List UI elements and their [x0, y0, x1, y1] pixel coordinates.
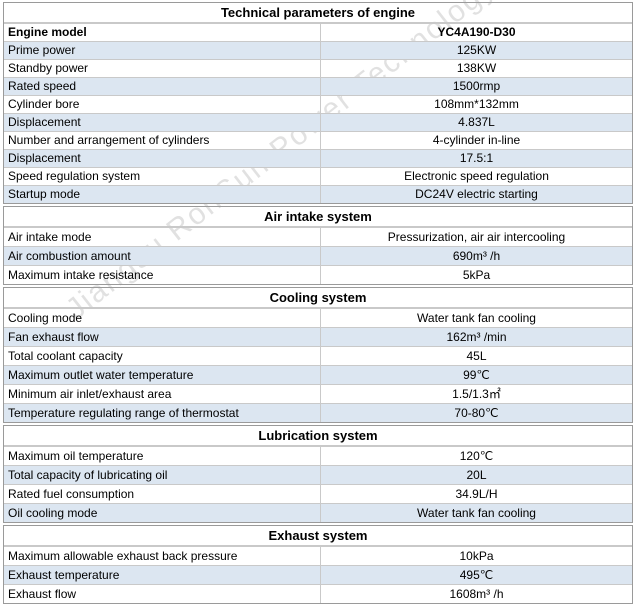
spec-sheet: Technical parameters of engine Engine mo… [3, 2, 633, 606]
table-row: Prime power 125KW [4, 41, 632, 59]
table-row: Maximum intake resistance 5kPa [4, 265, 632, 284]
table-row: Air intake mode Pressurization, air air i… [4, 227, 632, 246]
param-name: Prime power [4, 42, 321, 59]
param-value: DC24V electric starting [415, 187, 538, 201]
air-intake-section-title: Air intake system [4, 207, 632, 227]
param-name: Maximum intake resistance [4, 266, 321, 284]
table-row: Fan exhaust flow 162m³ /min [4, 327, 632, 346]
param-value: 495℃ [459, 568, 494, 582]
param-name: Maximum oil temperature [4, 447, 321, 465]
param-name: Cooling mode [4, 309, 321, 327]
table-row: Exhaust temperature 495℃ [4, 565, 632, 584]
table-row: Standby power 138KW [4, 59, 632, 77]
table-row: Number and arrangement of cylinders 4-cyl… [4, 131, 632, 149]
table-row: Total capacity of lubricating oil 20L [4, 465, 632, 484]
param-value: 4.837L [458, 115, 495, 129]
engine-section: Technical parameters of engine Engine mo… [3, 2, 633, 204]
param-value: Water tank fan cooling [417, 506, 536, 520]
param-value: 162m³ /min [446, 330, 507, 344]
table-row: Rated fuel consumption 34.9L/H [4, 484, 632, 503]
table-row: Displacement 17.5:1 [4, 149, 632, 167]
air-intake-section: Air intake system Air intake mode Pressur… [3, 206, 633, 285]
param-value: 34.9L/H [455, 487, 498, 501]
table-row: Startup mode DC24V electric starting [4, 185, 632, 203]
table-row: Rated speed 1500rmp [4, 77, 632, 95]
param-name: Total coolant capacity [4, 347, 321, 365]
table-row: Cylinder bore 108mm*132mm [4, 95, 632, 113]
param-name: Maximum outlet water temperature [4, 366, 321, 384]
param-value: 108mm*132mm [434, 97, 519, 111]
param-value: 70-80℃ [454, 406, 499, 420]
param-name: Oil cooling mode [4, 504, 321, 522]
param-value: 10kPa [459, 549, 494, 563]
table-row: Air combustion amount 690m³ /h [4, 246, 632, 265]
exhaust-section: Exhaust system Maximum allowable exhaust… [3, 525, 633, 604]
param-name: Speed regulation system [4, 168, 321, 185]
param-value: 17.5:1 [459, 151, 494, 165]
param-name: Minimum air inlet/exhaust area [4, 385, 321, 403]
param-value: 1.5/1.3㎡ [452, 387, 501, 401]
param-value: Electronic speed regulation [404, 169, 549, 183]
param-value: 99℃ [463, 368, 490, 382]
param-value: 4-cylinder in-line [432, 133, 521, 147]
param-name: Displacement [4, 150, 321, 167]
engine-model-value: YC4A190-D30 [437, 25, 516, 39]
table-row: Exhaust flow 1608m³ /h [4, 584, 632, 603]
table-row: Maximum allowable exhaust back pressure 1… [4, 546, 632, 565]
param-value: 120℃ [459, 449, 494, 463]
param-name: Air intake mode [4, 228, 321, 246]
param-name: Air combustion amount [4, 247, 321, 265]
engine-model-row: Engine model YC4A190-D30 [4, 23, 632, 41]
param-name: Total capacity of lubricating oil [4, 466, 321, 484]
param-name: Fan exhaust flow [4, 328, 321, 346]
table-row: Oil cooling mode Water tank fan cooling [4, 503, 632, 522]
engine-section-title: Technical parameters of engine [4, 3, 632, 23]
param-name: Maximum allowable exhaust back pressure [4, 547, 321, 565]
exhaust-section-title: Exhaust system [4, 526, 632, 546]
lubrication-section: Lubrication system Maximum oil temperatu… [3, 425, 633, 523]
lubrication-section-title: Lubrication system [4, 426, 632, 446]
param-name: Displacement [4, 114, 321, 131]
table-row: Displacement 4.837L [4, 113, 632, 131]
param-name: Temperature regulating range of thermost… [4, 404, 321, 422]
param-name: Exhaust temperature [4, 566, 321, 584]
param-value: 1500rmp [452, 79, 501, 93]
param-value: Water tank fan cooling [417, 311, 536, 325]
table-row: Minimum air inlet/exhaust area 1.5/1.3㎡ [4, 384, 632, 403]
engine-model-label: Engine model [4, 24, 321, 41]
param-name: Cylinder bore [4, 96, 321, 113]
param-name: Number and arrangement of cylinders [4, 132, 321, 149]
param-value: 690m³ /h [452, 249, 501, 263]
param-name: Rated speed [4, 78, 321, 95]
param-name: Standby power [4, 60, 321, 77]
param-value: Pressurization, air air intercooling [387, 230, 566, 244]
param-value: 125KW [456, 43, 497, 57]
cooling-section-title: Cooling system [4, 288, 632, 308]
table-row: Maximum outlet water temperature 99℃ [4, 365, 632, 384]
param-value: 45L [466, 349, 487, 363]
param-name: Startup mode [4, 186, 321, 203]
param-value: 20L [466, 468, 487, 482]
table-row: Maximum oil temperature 120℃ [4, 446, 632, 465]
table-row: Speed regulation system Electronic speed … [4, 167, 632, 185]
table-row: Temperature regulating range of thermost… [4, 403, 632, 422]
cooling-section: Cooling system Cooling mode Water tank fa… [3, 287, 633, 423]
param-name: Rated fuel consumption [4, 485, 321, 503]
table-row: Total coolant capacity 45L [4, 346, 632, 365]
param-value: 5kPa [462, 268, 491, 282]
param-value: 138KW [456, 61, 497, 75]
table-row: Cooling mode Water tank fan cooling [4, 308, 632, 327]
